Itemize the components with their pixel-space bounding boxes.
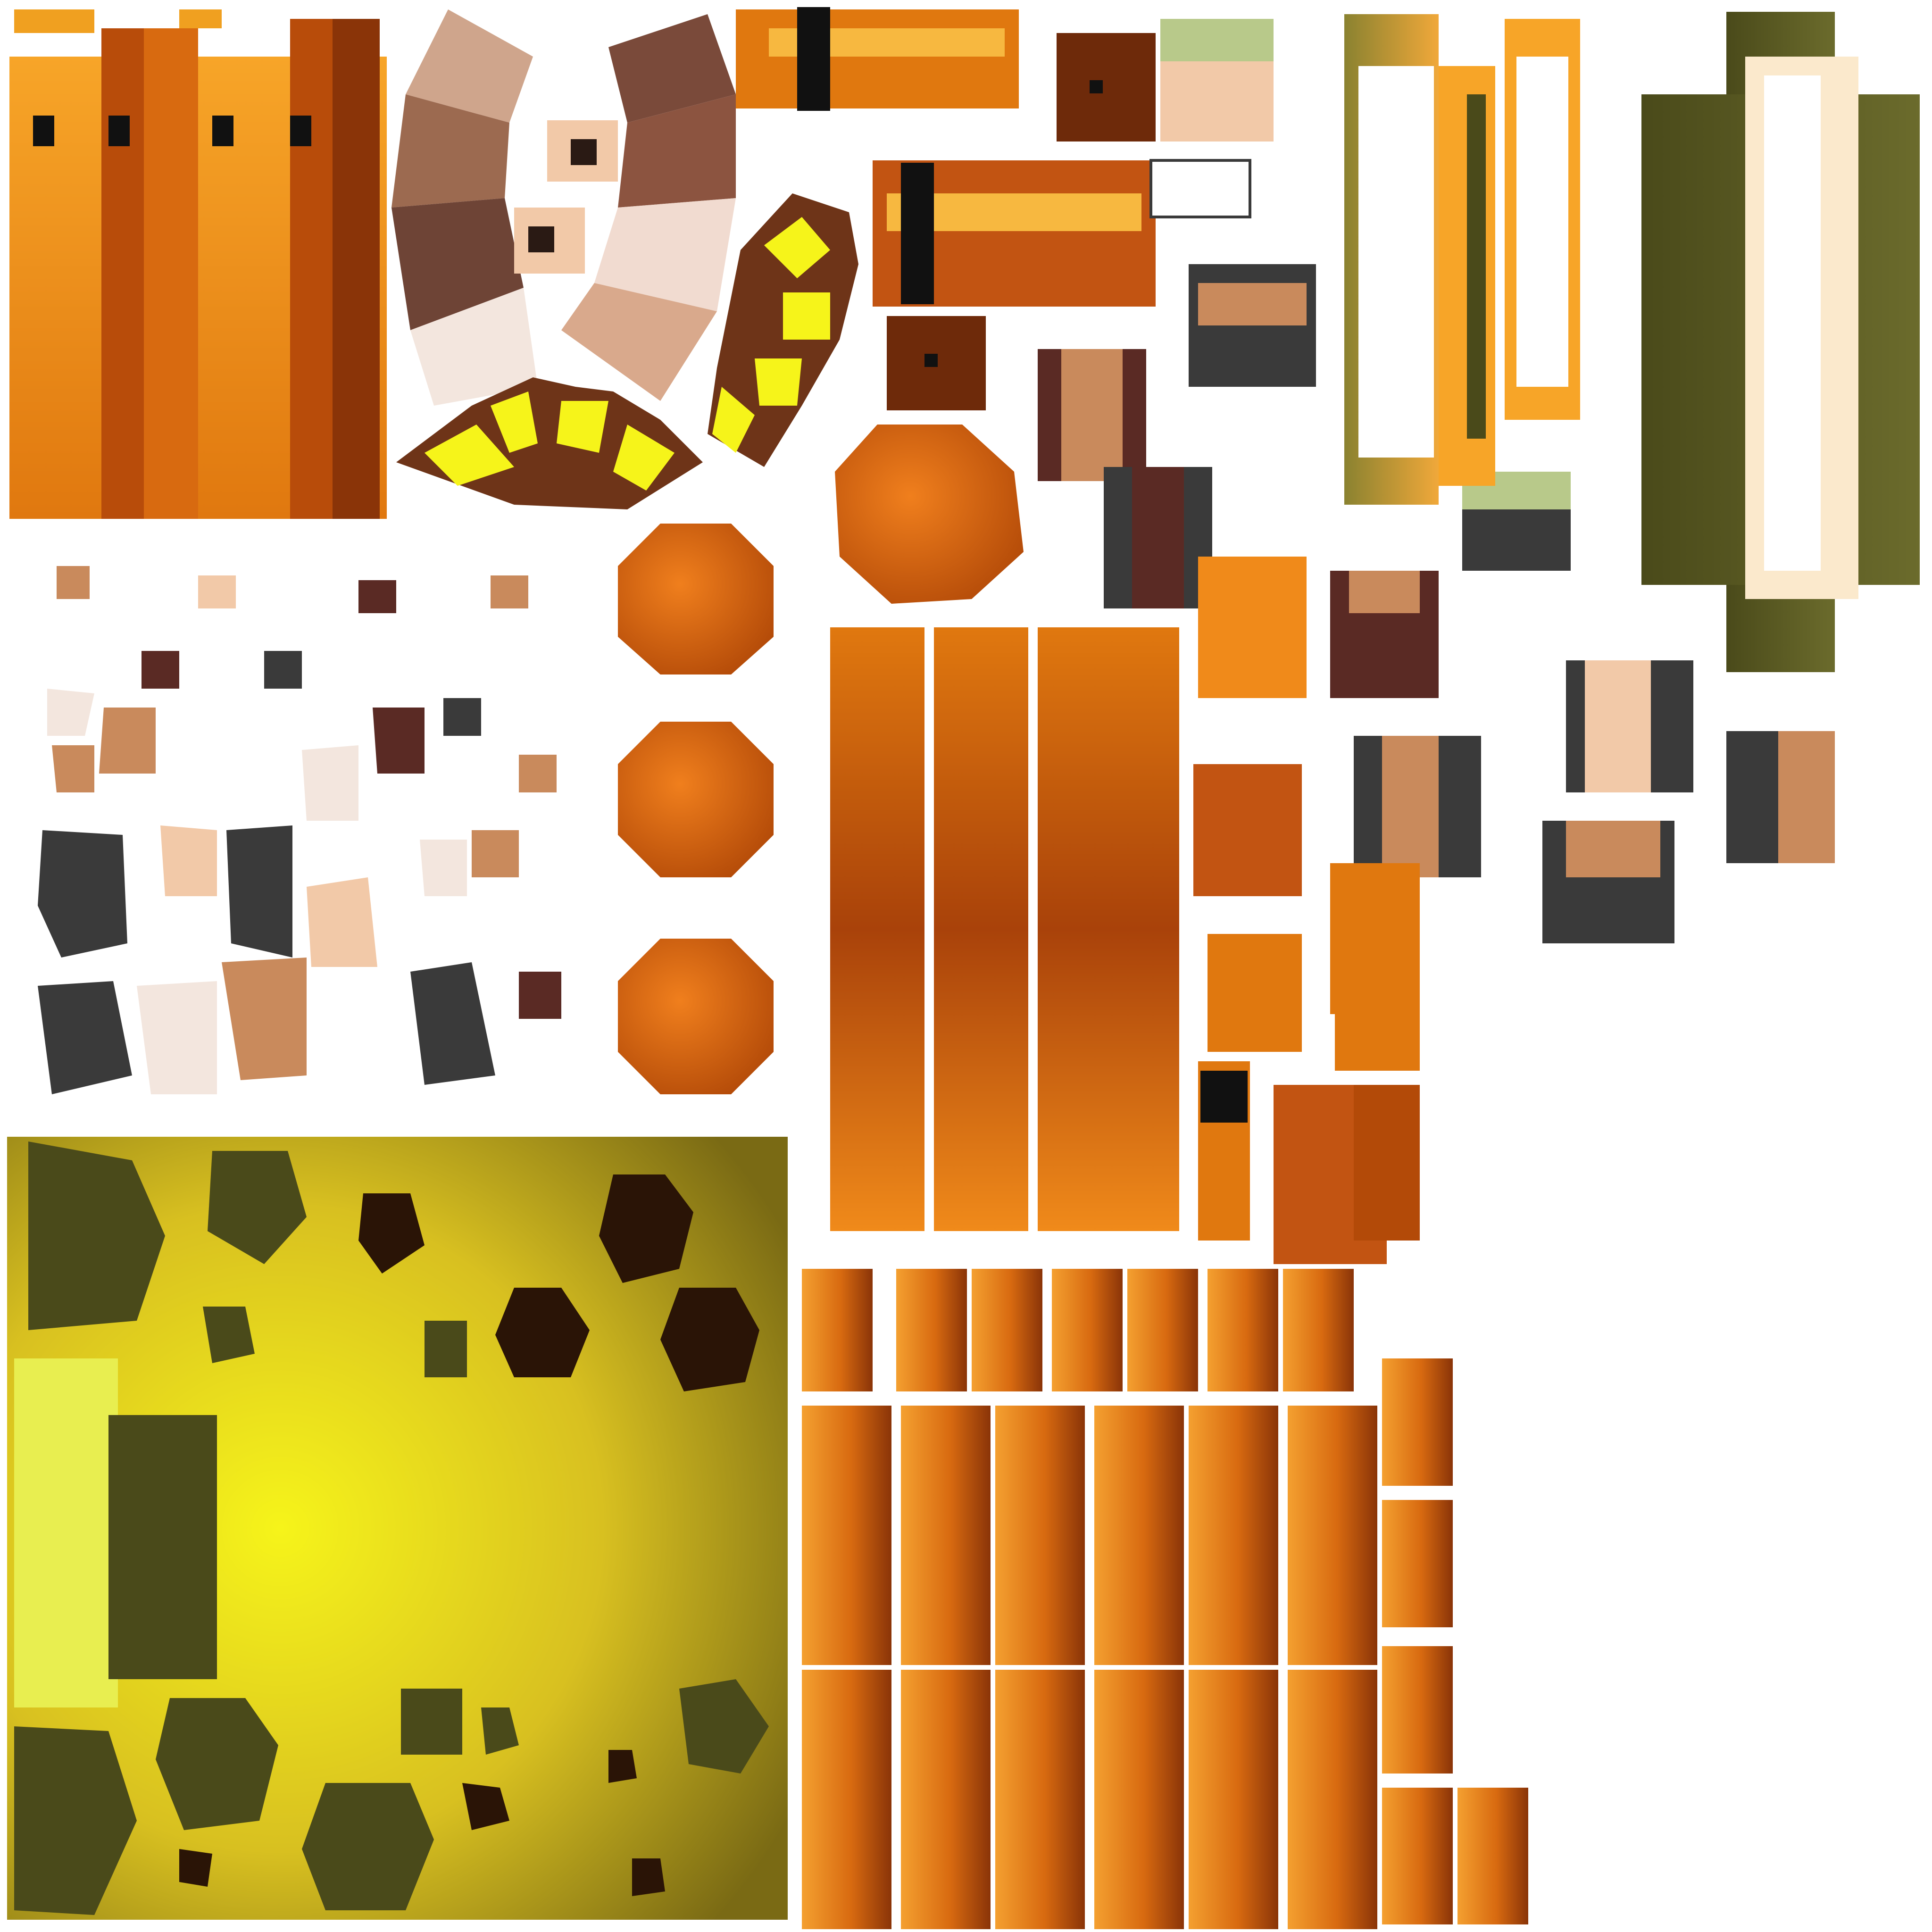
arch-fan-panels <box>391 9 736 406</box>
tall-column-strips <box>830 627 1179 1231</box>
barrel-cylinders <box>736 7 1156 410</box>
debris-fragment-cluster <box>33 538 613 1094</box>
octagon-discs <box>618 425 1024 1094</box>
window-frame-arcs <box>396 193 858 509</box>
ground-lightmap <box>7 1137 788 1920</box>
doorway-panels <box>1344 12 1920 672</box>
tower-pillar-strips <box>9 9 387 519</box>
character-figure-parts <box>1038 19 1835 1264</box>
small-block-grid <box>802 1269 1528 1929</box>
